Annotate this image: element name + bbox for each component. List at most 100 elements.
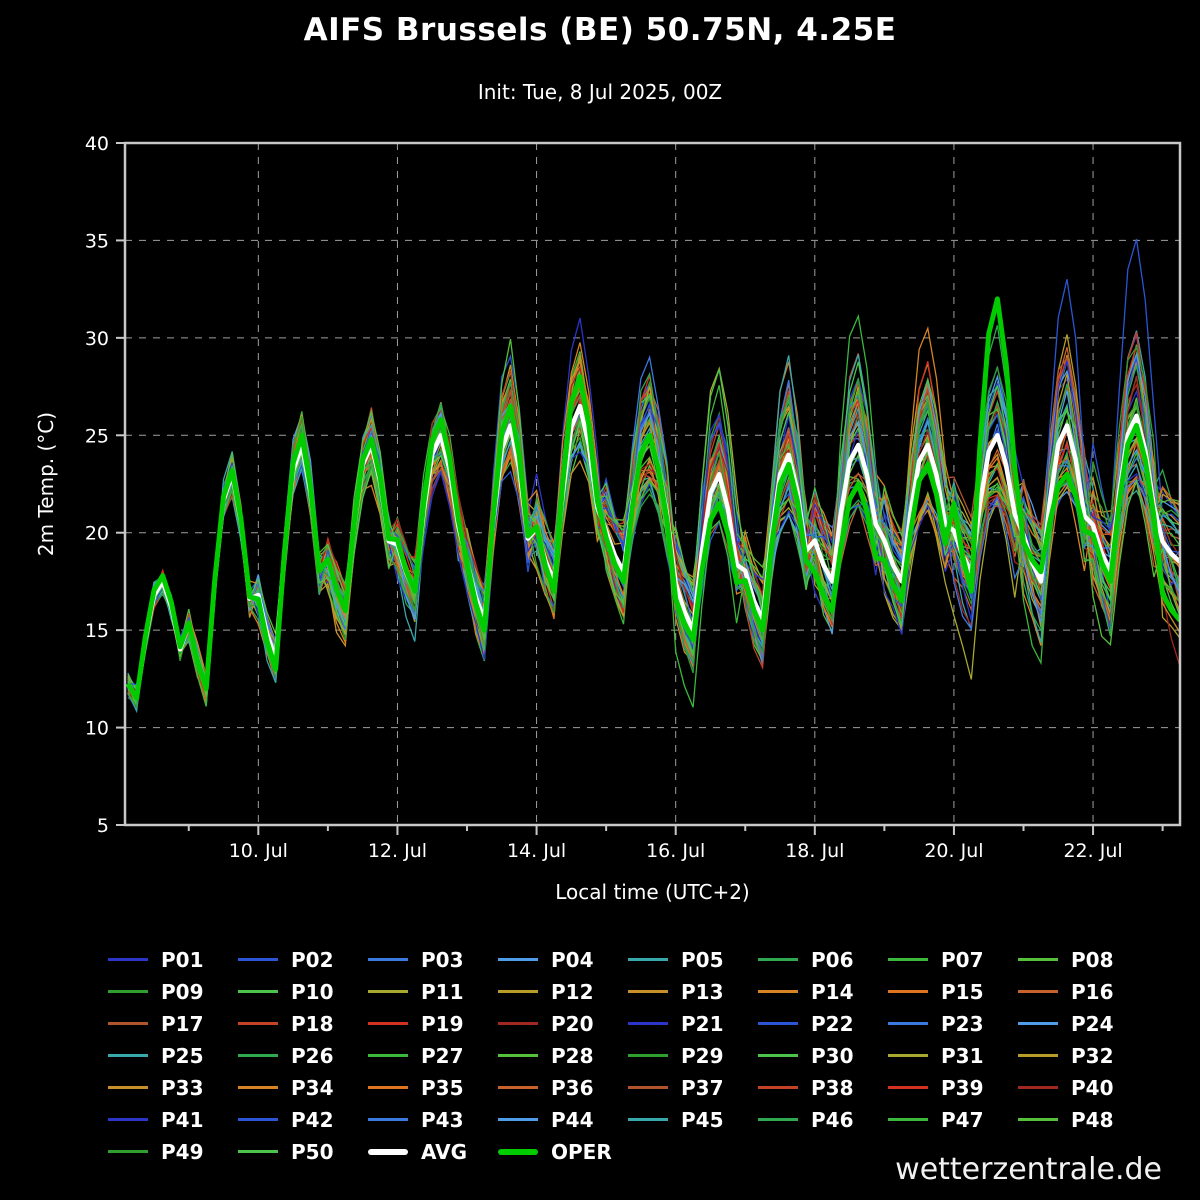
legend-label: P35 xyxy=(421,1075,464,1100)
legend-label: P18 xyxy=(291,1011,334,1036)
legend-line-swatch xyxy=(498,1054,538,1057)
legend-item-p45: P45 xyxy=(628,1108,758,1132)
legend-line-swatch xyxy=(628,1118,668,1121)
x-tick-label: 22. Jul xyxy=(1063,840,1122,862)
legend-line-swatch xyxy=(238,1118,278,1121)
legend-item-p18: P18 xyxy=(238,1011,368,1036)
legend-line-swatch xyxy=(888,1086,928,1089)
watermark: wetterzentrale.de xyxy=(895,1152,1162,1187)
legend-item-p26: P26 xyxy=(238,1044,368,1068)
legend-item-p22: P22 xyxy=(758,1011,888,1036)
legend-item-p42: P42 xyxy=(238,1108,368,1132)
legend-label: P09 xyxy=(161,979,204,1004)
legend-label: P33 xyxy=(161,1075,204,1100)
legend-label: P22 xyxy=(811,1011,854,1036)
legend-line-swatch xyxy=(758,958,798,961)
legend-label: P17 xyxy=(161,1011,204,1036)
legend-label: P20 xyxy=(551,1011,594,1036)
legend-line-swatch xyxy=(108,1086,148,1089)
legend-item-p16: P16 xyxy=(1018,980,1148,1004)
legend-line-swatch xyxy=(758,990,798,993)
legend-label: P04 xyxy=(551,947,594,972)
legend-item-p11: P11 xyxy=(368,979,498,1004)
legend-label: P29 xyxy=(681,1043,724,1068)
legend-line-swatch xyxy=(1018,1022,1058,1025)
legend-item-p39: P39 xyxy=(888,1075,1018,1100)
legend-line-swatch xyxy=(498,990,538,993)
init-time-subtitle: Init: Tue, 8 Jul 2025, 00Z xyxy=(477,80,723,104)
y-tick-label: 20 xyxy=(85,523,109,545)
y-tick-label: 35 xyxy=(85,230,109,252)
legend-line-swatch xyxy=(628,1054,668,1057)
legend-item-p44: P44 xyxy=(498,1108,628,1132)
legend-line-swatch xyxy=(888,1054,928,1057)
legend-label: P38 xyxy=(811,1075,854,1100)
legend-line-swatch xyxy=(368,990,408,993)
legend-label: P32 xyxy=(1071,1043,1114,1068)
legend-label: P07 xyxy=(941,947,984,972)
legend-item-p08: P08 xyxy=(1018,947,1148,972)
legend-line-swatch xyxy=(888,1022,928,1025)
legend-line-swatch xyxy=(238,1054,278,1057)
legend-item-p20: P20 xyxy=(498,1011,628,1036)
legend-label: P24 xyxy=(1071,1011,1114,1036)
legend-item-p47: P47 xyxy=(888,1108,1018,1132)
legend-item-p02: P02 xyxy=(238,948,368,972)
ensemble-member-line-P47 xyxy=(127,389,1180,708)
legend-item-p24: P24 xyxy=(1018,1011,1148,1036)
legend-line-swatch xyxy=(498,1086,538,1089)
legend-label: P43 xyxy=(421,1107,464,1132)
legend-line-swatch xyxy=(1018,958,1058,961)
legend-label: P30 xyxy=(811,1043,854,1068)
legend-label: P01 xyxy=(161,947,204,972)
legend-label: P49 xyxy=(161,1139,204,1164)
legend-line-swatch xyxy=(628,1086,668,1089)
legend-line-swatch xyxy=(888,1118,928,1121)
x-tick-label: 16. Jul xyxy=(646,840,705,862)
legend-line-swatch xyxy=(238,1086,278,1089)
legend-label: P39 xyxy=(941,1075,984,1100)
legend-label: P15 xyxy=(941,979,984,1004)
legend-label: P08 xyxy=(1071,947,1114,972)
legend-line-swatch xyxy=(108,1022,148,1025)
legend-item-p15: P15 xyxy=(888,979,1018,1004)
x-tick-label: 18. Jul xyxy=(785,840,844,862)
legend-item-p04: P04 xyxy=(498,947,628,972)
y-tick-label: 10 xyxy=(85,718,109,740)
legend-item-p30: P30 xyxy=(758,1043,888,1068)
legend-line-swatch xyxy=(1018,1118,1058,1121)
legend-line-swatch xyxy=(108,1054,148,1057)
legend-line-swatch xyxy=(888,990,928,993)
legend-item-p31: P31 xyxy=(888,1044,1018,1068)
legend-label: P41 xyxy=(161,1107,204,1132)
legend: P01 P02 P03 P04 P05 P06 P07 P08 P09 P10 P11 P12 P13 P… xyxy=(108,947,1148,1164)
legend-line-swatch xyxy=(758,1054,798,1057)
y-tick-label: 5 xyxy=(97,815,109,837)
legend-label: P25 xyxy=(161,1043,204,1068)
y-tick-label: 40 xyxy=(85,133,109,155)
legend-line-swatch xyxy=(758,1022,798,1025)
legend-label: P11 xyxy=(421,979,464,1004)
legend-item-p07: P07 xyxy=(888,947,1018,972)
legend-item-oper: OPER xyxy=(498,1140,628,1164)
legend-item-p17: P17 xyxy=(108,1011,238,1036)
legend-line-swatch xyxy=(108,990,148,993)
legend-line-swatch xyxy=(368,1118,408,1121)
legend-label: P34 xyxy=(291,1075,334,1100)
legend-item-p40: P40 xyxy=(1018,1076,1148,1100)
legend-item-p27: P27 xyxy=(368,1044,498,1068)
y-axis-label: 2m Temp. (°C) xyxy=(34,411,58,557)
legend-line-swatch xyxy=(238,1150,278,1153)
legend-line-swatch xyxy=(758,1086,798,1089)
legend-item-p05: P05 xyxy=(628,948,758,972)
legend-item-p32: P32 xyxy=(1018,1043,1148,1068)
legend-label: P46 xyxy=(811,1107,854,1132)
legend-line-swatch xyxy=(888,958,928,961)
legend-label: P10 xyxy=(291,979,334,1004)
legend-line-swatch xyxy=(238,1022,278,1025)
legend-line-swatch xyxy=(628,1022,668,1025)
legend-item-p03: P03 xyxy=(368,948,498,972)
temperature-chart: 5 10 15 20 25 30 35 40 10. Jul 12. Jul 14. Jul 16. … xyxy=(85,133,1182,862)
legend-line-swatch xyxy=(628,990,668,993)
legend-item-p13: P13 xyxy=(628,980,758,1004)
